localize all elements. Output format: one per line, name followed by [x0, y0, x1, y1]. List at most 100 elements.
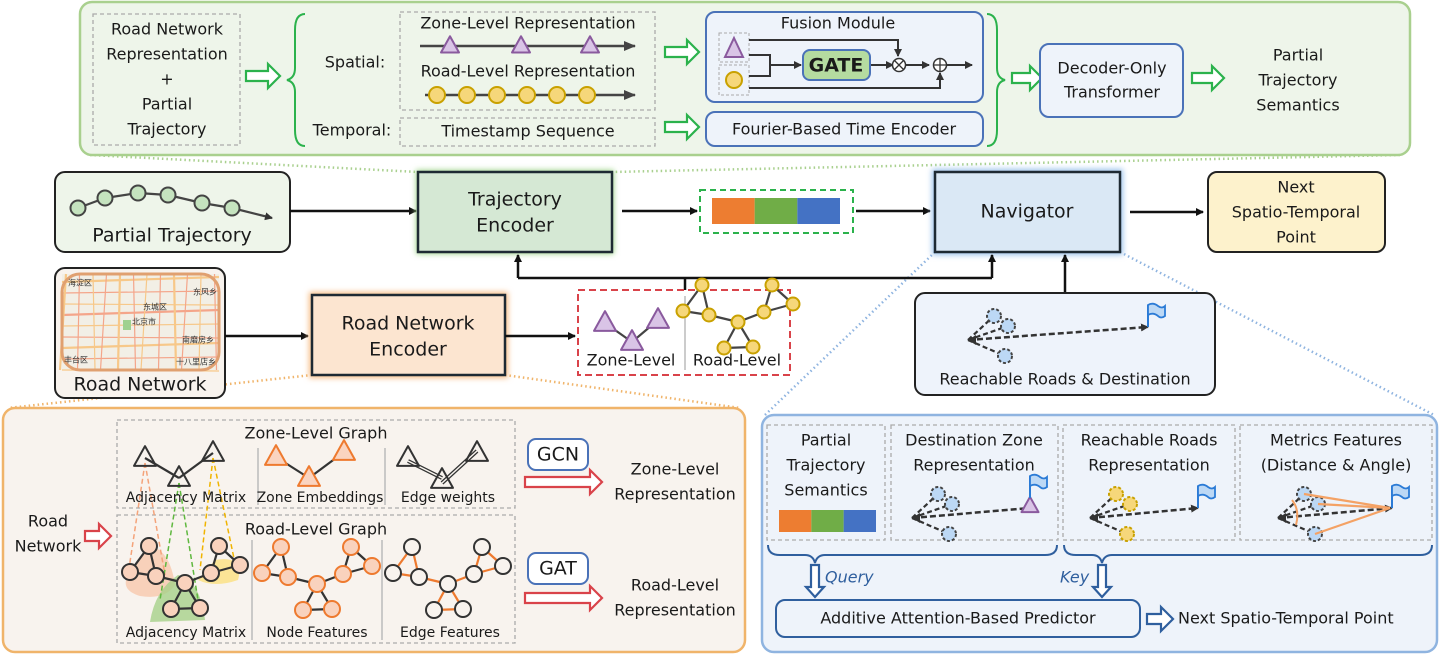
weighted-edge-inner [407, 460, 443, 479]
reachable-road-node [1119, 526, 1135, 542]
zone-node-icon [646, 307, 670, 329]
gcn-label: GCN [537, 444, 579, 466]
graph-node [253, 564, 271, 582]
graph-node [121, 563, 139, 581]
zone-node-icon [396, 445, 420, 467]
input-line: Road Network [111, 20, 224, 39]
zone-level-label: Zone-Level [587, 351, 676, 370]
pts-label: Semantics [784, 481, 867, 500]
reachable-road-node [944, 496, 960, 512]
graph-node [745, 339, 761, 355]
navigator-detail-panel: Partial Trajectory Semantics Destination… [760, 413, 1439, 654]
graph-node [279, 568, 297, 586]
graph-node [384, 564, 402, 582]
graph-node [785, 296, 801, 312]
gat-label: GAT [539, 558, 577, 580]
input-line: Trajectory [127, 120, 207, 139]
graph-node [425, 601, 443, 619]
zone-node-icon [133, 445, 157, 467]
input-box [92, 13, 241, 146]
next-point-label: Next [1277, 178, 1314, 197]
road-level-label: Road-Level [693, 351, 781, 370]
zone-level-representation-label: Zone-Level Representation [420, 14, 635, 33]
projection-line [127, 462, 146, 576]
zone-graph-label: Edge weights [401, 490, 495, 506]
hollow-arrow-icon [523, 467, 604, 497]
map-road [213, 273, 218, 371]
map-road [61, 356, 220, 360]
graph-node [231, 556, 249, 574]
projection-line [178, 482, 199, 601]
map-road [61, 323, 220, 327]
graph-node [147, 567, 165, 585]
reachable-road-link [1089, 493, 1117, 519]
pts-box [766, 424, 886, 541]
trajectory-point [129, 184, 147, 202]
graph-node [756, 304, 772, 320]
road-network-input-label: Network [15, 537, 83, 556]
zone-level-graph-box [116, 419, 516, 509]
map-road [157, 273, 162, 371]
graph-node [494, 557, 512, 575]
current-position-marker [912, 513, 920, 523]
add-icon [932, 57, 948, 73]
svg-text:丰台区: 丰台区 [64, 355, 88, 365]
graph-node [675, 303, 691, 319]
reachable-roads-destination-label: Reachable Roads & Destination [939, 370, 1190, 389]
road-node-icon [458, 86, 476, 104]
pts-label: Partial [801, 431, 851, 450]
fusion-module-label: Fusion Module [781, 14, 895, 33]
zone-triangle-icon [580, 35, 600, 54]
svg-text:十八里店乡: 十八里店乡 [176, 357, 216, 367]
road-network-encoder-box [310, 293, 507, 377]
gcn-box [527, 438, 589, 471]
destination-flag-icon [1029, 473, 1048, 490]
map-road [76, 273, 81, 371]
map-ring-road [60, 272, 221, 372]
reachable-road-link [967, 315, 995, 341]
road-level-graph-box [116, 514, 516, 644]
current-position-marker [1090, 513, 1098, 523]
reachable-road-link [911, 493, 939, 519]
hollow-arrow-icon [244, 61, 282, 91]
hollow-arrow-icon [83, 521, 113, 551]
destination-direction [911, 506, 1031, 520]
trajectory-encoder-label: Trajectory [467, 189, 562, 211]
destination-label: Destination Zone [905, 431, 1043, 450]
map-road [61, 336, 220, 339]
navigator-box [933, 170, 1122, 254]
projection-line [212, 457, 237, 569]
spatial-box [399, 11, 656, 111]
map-road [61, 290, 220, 294]
multiply-icon [891, 57, 907, 73]
graph-node [403, 538, 421, 556]
trajectory-encoder-box [416, 170, 614, 254]
road-node-icon [548, 86, 566, 104]
trajectory-point [96, 189, 114, 207]
partial-trajectory-label: Partial Trajectory [92, 225, 252, 247]
zone-triangle-icon [723, 35, 745, 58]
left-brace [286, 13, 306, 147]
navigator-label: Navigator [981, 201, 1074, 223]
zone-level-graph-title: Zone-Level Graph [245, 424, 388, 443]
predictor-label: Additive Attention-Based Predictor [820, 609, 1096, 628]
map-road [92, 273, 96, 371]
graph-node [410, 568, 428, 586]
hollow-arrow-icon [1010, 63, 1044, 93]
hollow-arrow-icon [1090, 563, 1114, 599]
map-road [61, 308, 220, 317]
hollow-arrow-icon [803, 563, 827, 599]
road-node-icon [518, 86, 536, 104]
destination-zone-icon [1020, 495, 1040, 514]
semantic-bar-segment [754, 198, 798, 224]
svg-text:北京市: 北京市 [132, 317, 156, 327]
zone-output-label: Representation [614, 485, 736, 504]
key-label: Key [1060, 568, 1090, 587]
metrics-label: Metrics Features [1270, 431, 1402, 450]
road-level-graph-title: Road-Level Graph [245, 520, 387, 539]
zone-node-icon [297, 465, 321, 487]
semantic-bar-segment [712, 198, 755, 224]
input-line: Partial [142, 95, 192, 114]
distance-line [1314, 506, 1391, 536]
